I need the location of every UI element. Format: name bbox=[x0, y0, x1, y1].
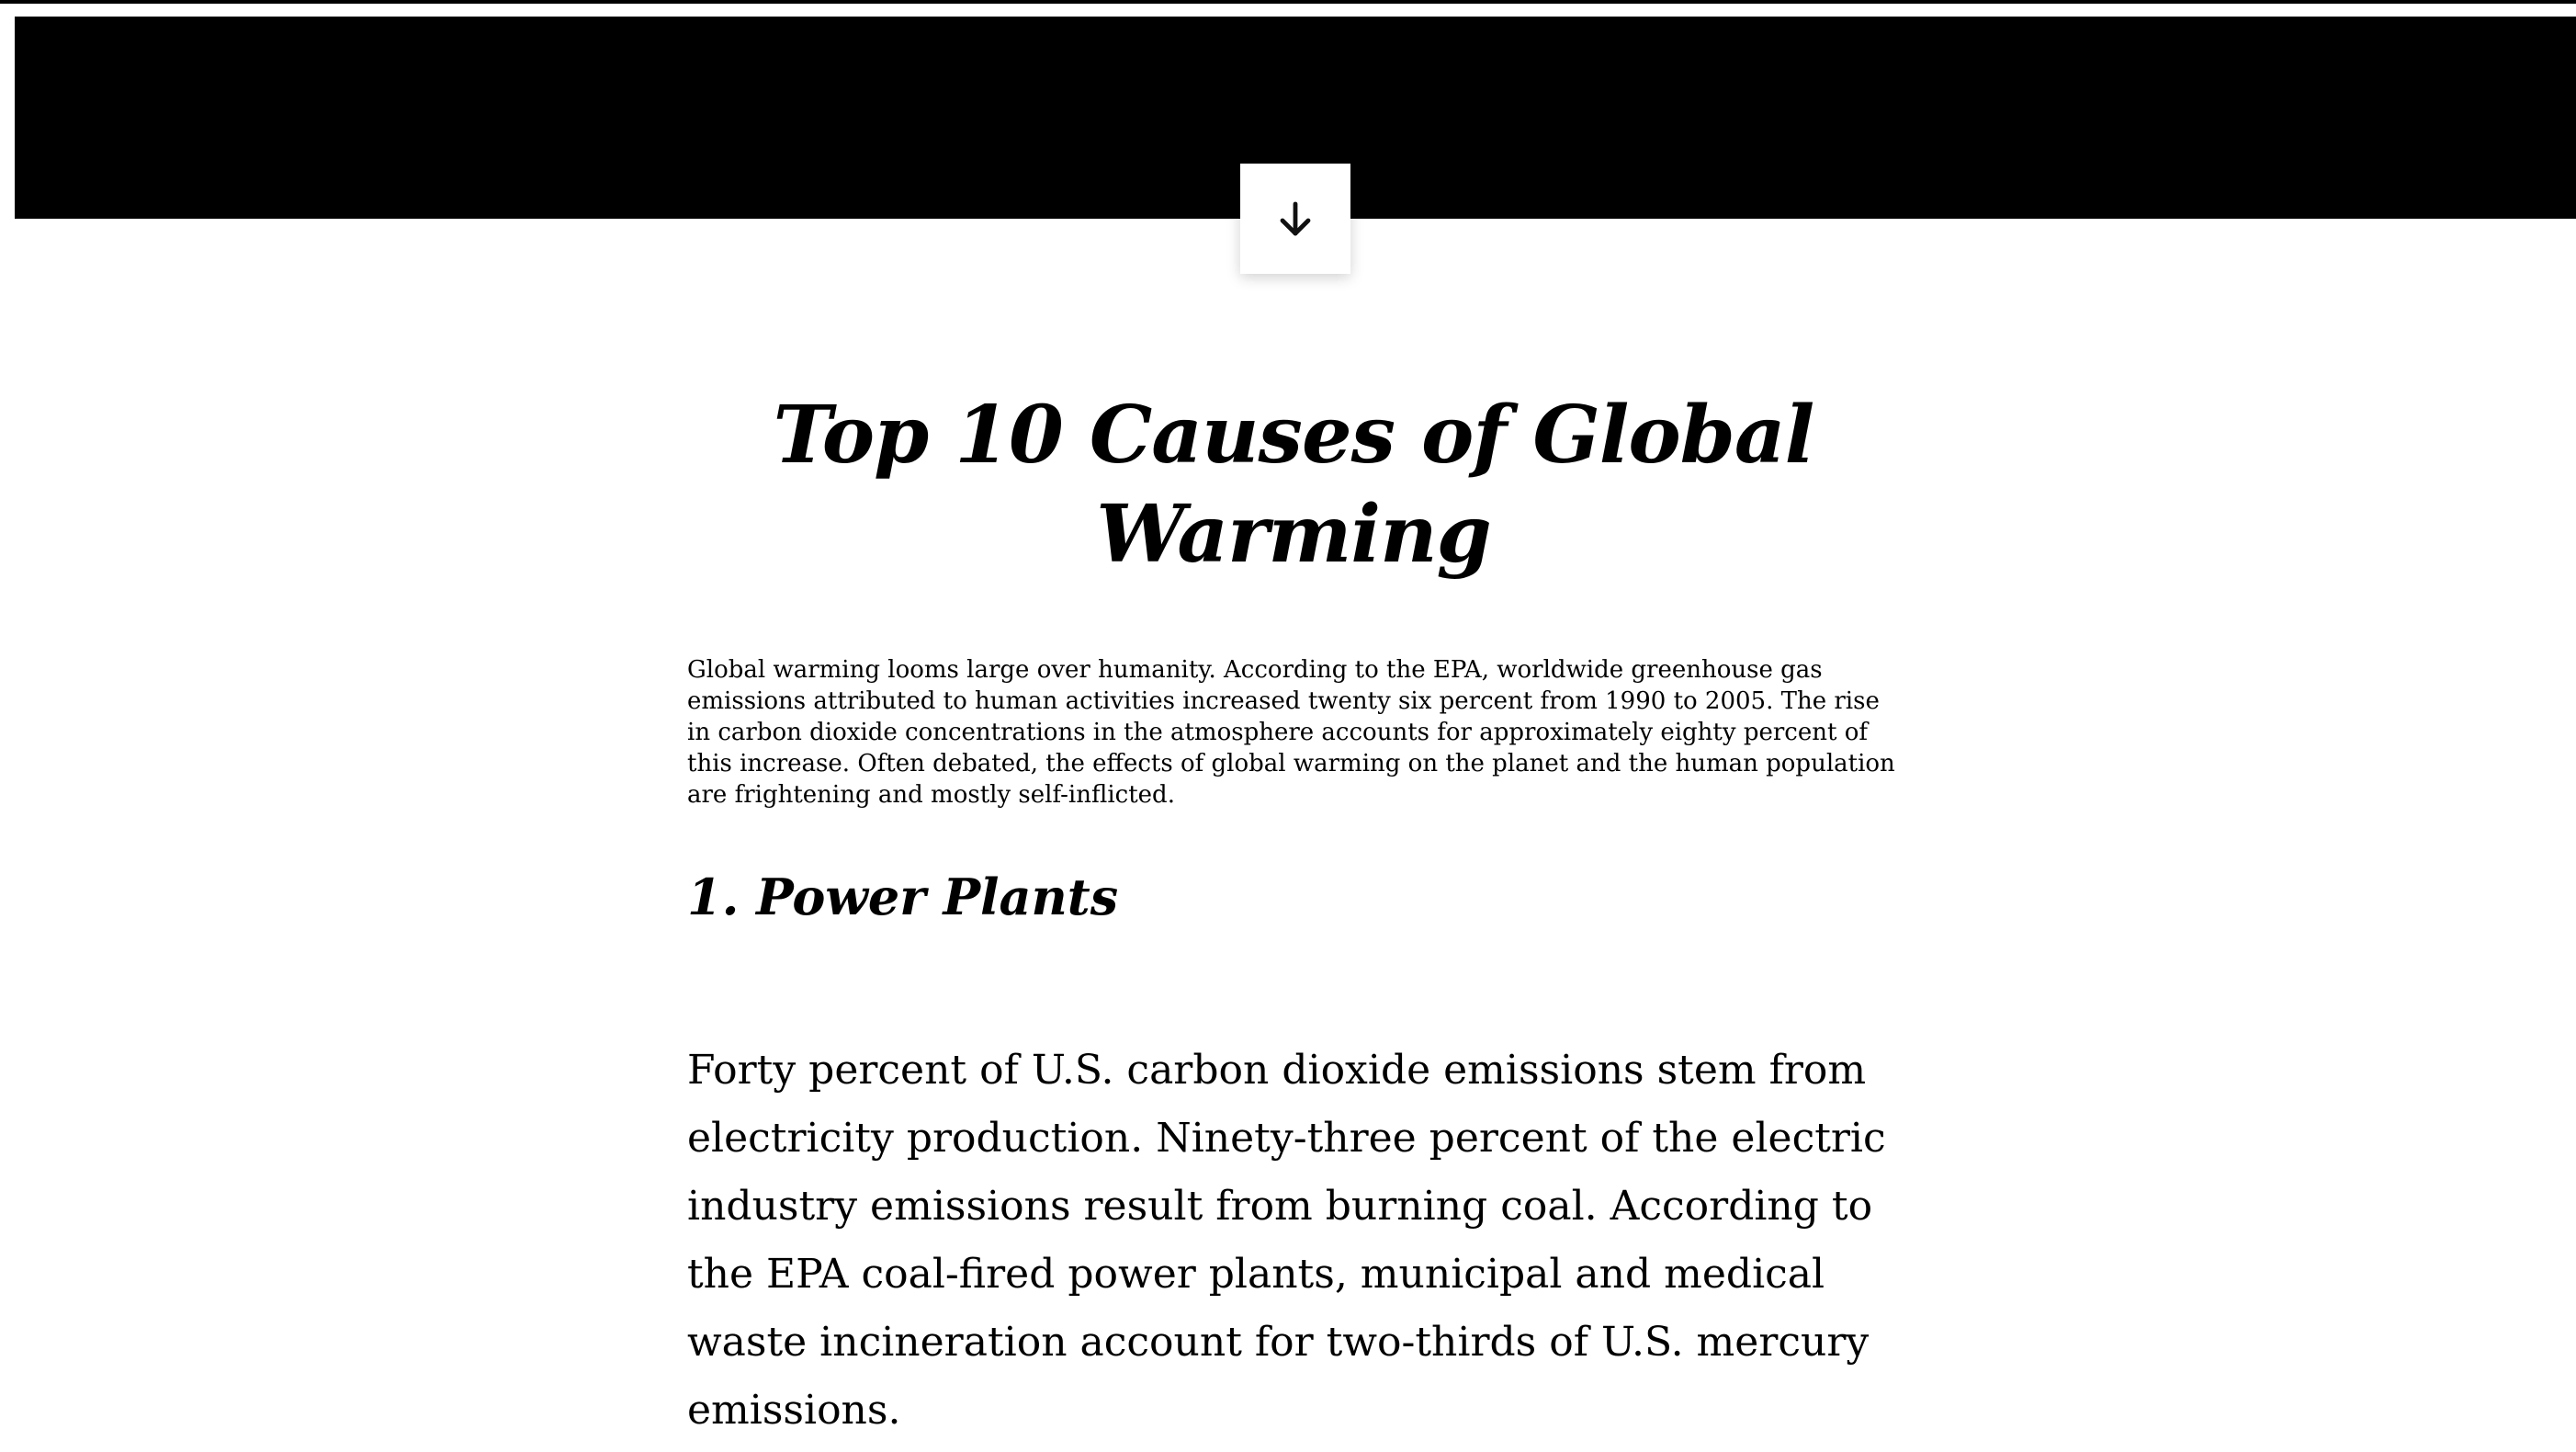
section-heading: 1. Power Plants bbox=[687, 868, 1119, 926]
top-rule bbox=[0, 0, 2576, 4]
article-intro: Global warming looms large over humanity… bbox=[687, 656, 1895, 809]
section-body: Forty percent of U.S. carbon dioxide emi… bbox=[687, 1047, 1886, 1434]
arrow-down-icon bbox=[1280, 201, 1311, 236]
article-title: Top 10 Causes of Global Warming bbox=[773, 389, 1815, 581]
article: Top 10 Causes of Global Warming Global w… bbox=[687, 386, 1900, 1445]
scroll-down-button[interactable] bbox=[1240, 164, 1350, 274]
